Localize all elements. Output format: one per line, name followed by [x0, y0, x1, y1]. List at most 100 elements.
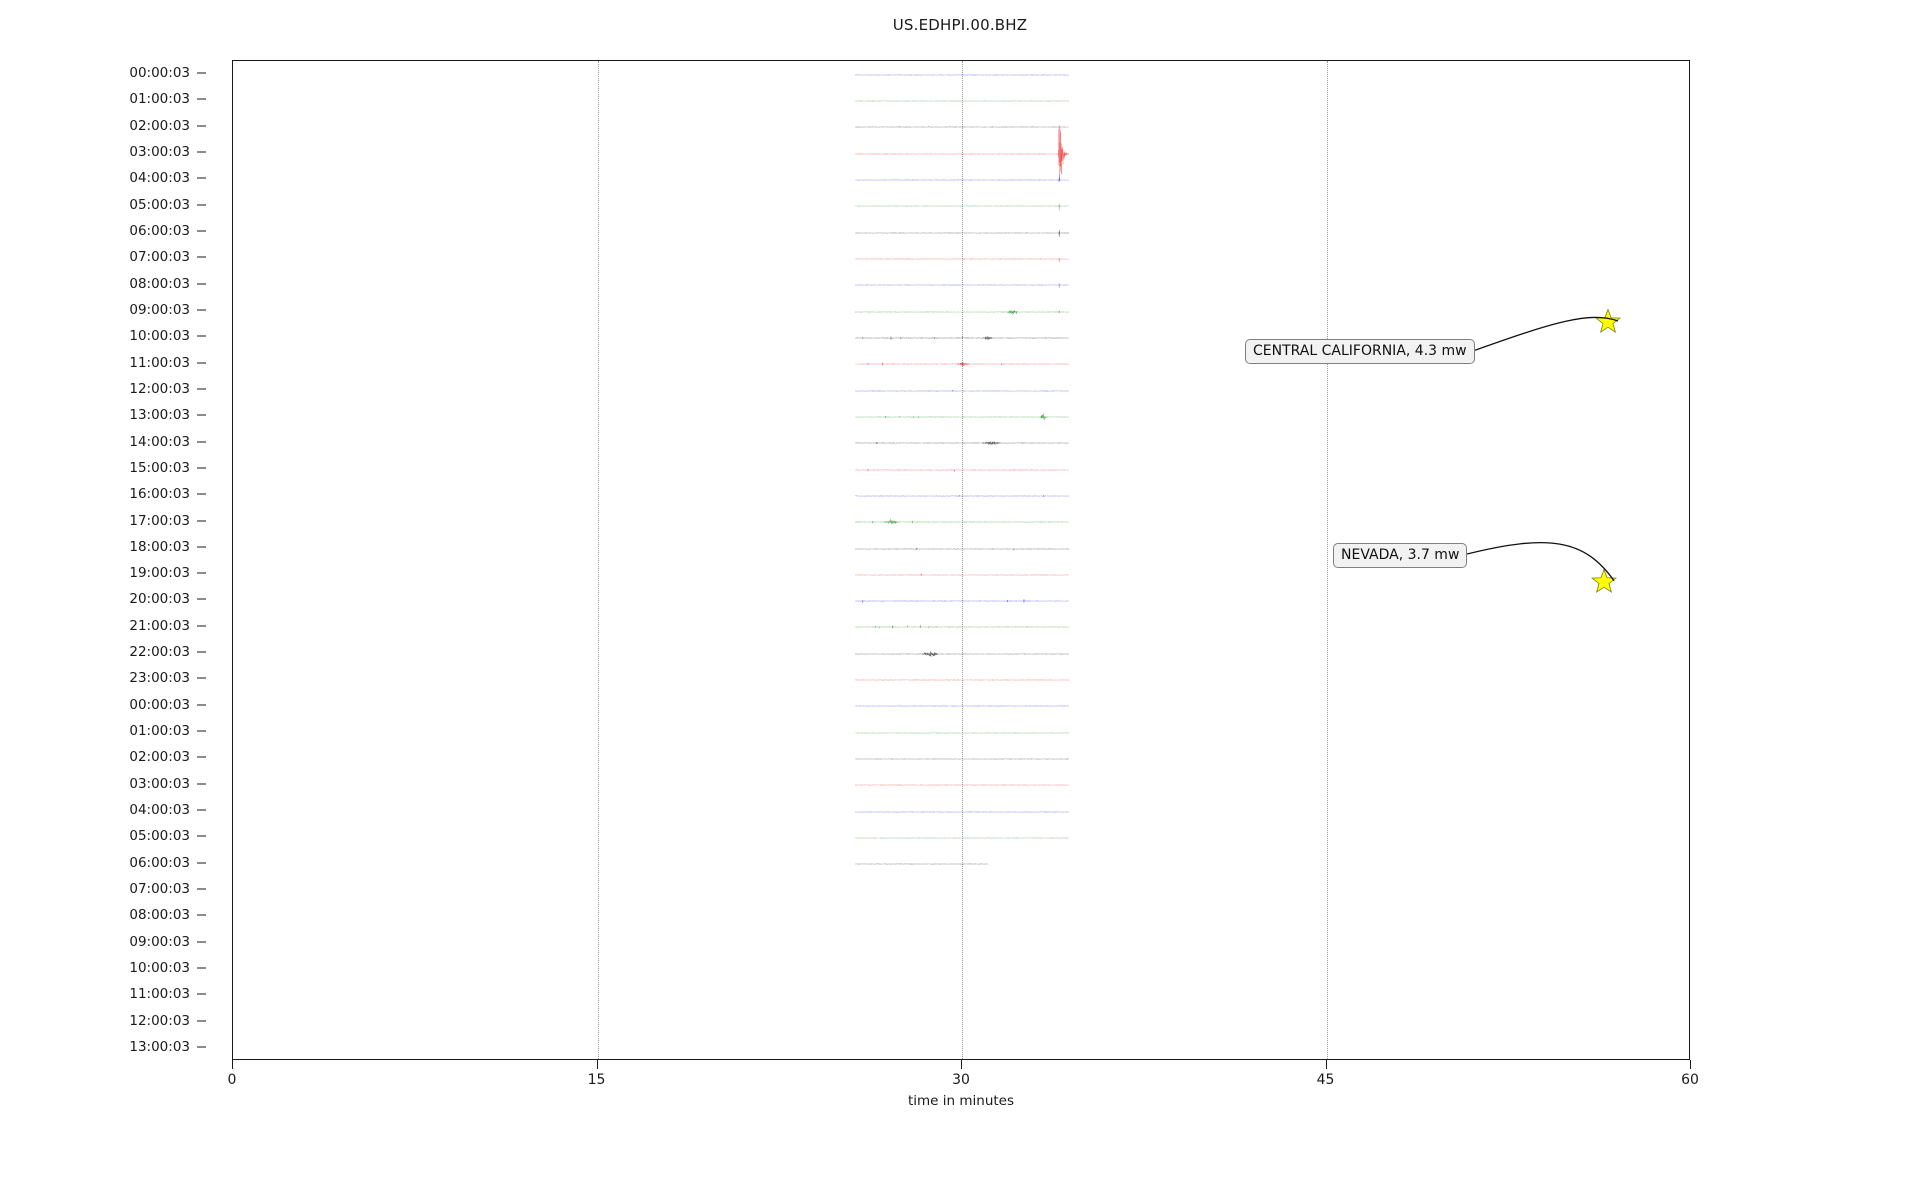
- seismic-trace: [855, 518, 1069, 525]
- y-axis-tick-label: 19:00:03: [129, 565, 190, 582]
- seismic-trace: [855, 441, 1069, 446]
- trace-path: [855, 784, 1069, 786]
- seismic-trace: [855, 389, 1069, 392]
- seismic-trace: [855, 203, 1069, 211]
- y-axis-tick-mark: [197, 967, 206, 969]
- trace-path: [855, 651, 1069, 657]
- y-axis-tick-label: 16:00:03: [129, 486, 190, 503]
- y-axis-tick-label: 10:00:03: [129, 328, 190, 345]
- y-axis-tick-mark: [197, 467, 206, 469]
- seismic-trace: [855, 599, 1069, 604]
- trace-path: [855, 837, 1069, 839]
- trace-path: [855, 518, 1069, 525]
- seismic-trace: [855, 784, 1069, 786]
- seismic-trace: [855, 229, 1069, 237]
- trace-path: [855, 547, 1069, 550]
- seismic-trace: [855, 74, 1069, 76]
- y-axis-tick-mark: [197, 651, 206, 653]
- x-axis-ticks: 0 15 30 45 60: [228, 1060, 1699, 1100]
- y-axis-tick-label: 00:00:03: [129, 696, 190, 713]
- x-axis-tick-mark: [232, 1060, 233, 1069]
- earthquake-star-marker: [1591, 569, 1617, 594]
- y-axis-tick-mark: [197, 335, 206, 337]
- seismic-trace: [855, 174, 1069, 183]
- y-axis-tick-label: 12:00:03: [129, 380, 190, 397]
- trace-path: [855, 203, 1069, 211]
- trace-path: [855, 679, 1069, 681]
- seismic-trace: [855, 413, 1069, 421]
- trace-path: [855, 494, 1069, 497]
- y-axis-tick-mark: [197, 520, 206, 522]
- seismic-trace: [855, 283, 1069, 289]
- y-axis-tick-label: 23:00:03: [129, 670, 190, 687]
- traces-layer: [233, 61, 1689, 1059]
- y-axis-tick-mark: [197, 125, 206, 127]
- y-axis-tick-mark: [197, 493, 206, 495]
- y-axis-tick-mark: [197, 862, 206, 864]
- y-axis-tick-label: 21:00:03: [129, 617, 190, 634]
- seismic-trace: [855, 124, 1069, 181]
- y-axis-tick-mark: [197, 756, 206, 758]
- trace-path: [855, 258, 1069, 263]
- seismic-trace: [855, 573, 1069, 576]
- seismic-trace: [855, 100, 1069, 102]
- trace-path: [855, 229, 1069, 237]
- trace-path: [855, 441, 1069, 446]
- y-axis-tick-mark: [197, 177, 206, 179]
- y-axis-tick-label: 14:00:03: [129, 433, 190, 450]
- trace-path: [855, 705, 1069, 708]
- trace-path: [855, 625, 1069, 630]
- trace-path: [855, 309, 1069, 315]
- seismic-trace: [855, 732, 1069, 734]
- seismic-trace: [855, 651, 1069, 657]
- trace-path: [855, 468, 1069, 472]
- y-axis-tick-mark: [197, 914, 206, 916]
- y-axis-labels: 00:00:03 01:00:03 02:00:03 03:00:03 04:00:03…: [0, 60, 232, 1060]
- y-axis-tick-label: 10:00:03: [129, 959, 190, 976]
- y-axis-tick-mark: [197, 598, 206, 600]
- trace-path: [855, 599, 1069, 604]
- trace-path: [855, 100, 1069, 102]
- y-axis-tick-label: 05:00:03: [129, 196, 190, 213]
- y-axis-tick-label: 03:00:03: [129, 144, 190, 161]
- y-axis-tick-mark: [197, 151, 206, 153]
- page-title: US.EDHPI.00.BHZ: [892, 16, 1028, 34]
- earthquake-annotation-label[interactable]: CENTRAL CALIFORNIA, 4.3 mw: [1245, 339, 1475, 364]
- trace-path: [855, 124, 1069, 181]
- y-axis-tick-label: 06:00:03: [129, 854, 190, 871]
- y-axis-tick-label: 07:00:03: [129, 880, 190, 897]
- y-axis-tick-label: 08:00:03: [129, 275, 190, 292]
- trace-path: [855, 126, 1069, 129]
- seismic-trace: [855, 126, 1069, 129]
- y-axis-tick-mark: [197, 256, 206, 258]
- annotation-overlay-layer: [233, 61, 1689, 1059]
- x-axis-tick-label: 60: [1681, 1072, 1699, 1088]
- y-axis-tick-mark: [197, 704, 206, 706]
- trace-path: [855, 336, 1069, 341]
- trace-path: [855, 389, 1069, 392]
- y-axis-tick-mark: [197, 809, 206, 811]
- trace-path: [855, 174, 1069, 183]
- y-axis-tick-mark: [197, 572, 206, 574]
- y-axis-tick-label: 04:00:03: [129, 170, 190, 187]
- y-axis-tick-label: 15:00:03: [129, 459, 190, 476]
- y-axis-tick-mark: [197, 730, 206, 732]
- seismic-trace: [855, 547, 1069, 550]
- x-axis-tick-mark: [1325, 1060, 1327, 1069]
- y-axis-tick-mark: [197, 388, 206, 390]
- grid-layer: [233, 61, 1689, 1059]
- plot-area: [232, 60, 1690, 1060]
- seismic-trace: [855, 837, 1069, 839]
- y-axis-tick-mark: [197, 441, 206, 443]
- y-axis-tick-mark: [197, 414, 206, 416]
- trace-path: [855, 362, 1069, 367]
- seismic-trace: [855, 679, 1069, 681]
- y-axis-tick-mark: [197, 230, 206, 232]
- seismic-trace: [855, 258, 1069, 263]
- y-axis-tick-mark: [197, 283, 206, 285]
- earthquake-annotation-label[interactable]: NEVADA, 3.7 mw: [1333, 543, 1468, 568]
- x-axis-tick-mark: [961, 1060, 962, 1069]
- y-axis-tick-mark: [197, 888, 206, 890]
- y-axis-tick-label: 17:00:03: [129, 512, 190, 529]
